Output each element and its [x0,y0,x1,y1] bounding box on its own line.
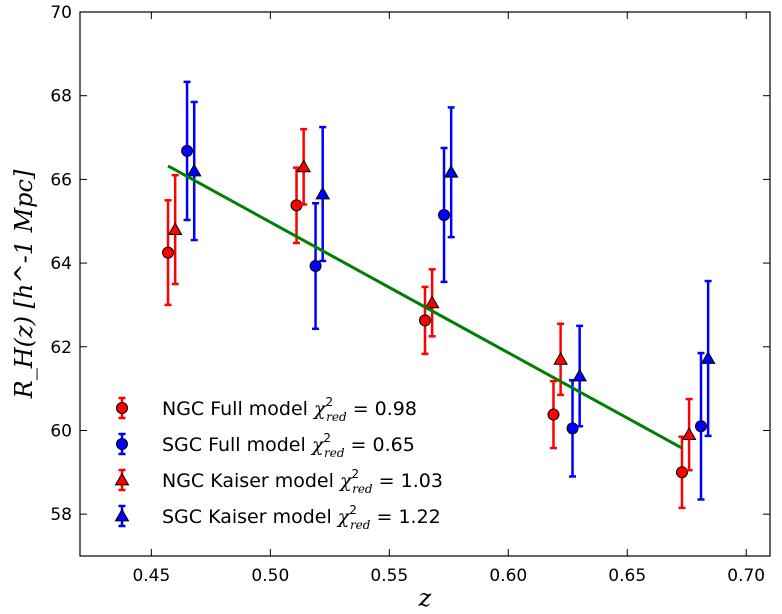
data-point [547,408,560,421]
legend-label: NGC Full model χ2 red = 0.98 [162,395,417,424]
data-point [553,351,568,365]
data-point [162,246,175,259]
legend-marker [116,402,128,414]
x-tick-label: 0.55 [370,566,408,586]
data-point [566,422,579,435]
data-point [700,350,716,364]
fit-line [167,164,683,450]
legend-label: SGC Kaiser model χ2 red = 1.22 [162,503,441,532]
axis-ticks: 0.45 0.50 0.55 0.60 0.65 0.70 58 60 62 64 66 68 70 [50,3,770,586]
data-point [181,144,194,157]
legend-label: SGC Full model χ2 red = 0.65 [162,431,415,460]
plot-frame [79,11,771,557]
x-axis-label: z [418,584,432,612]
legend-marker [114,472,130,486]
data-point [424,295,440,309]
x-tick-label: 0.45 [132,566,170,586]
data-point [296,159,312,173]
x-tick-label: 0.70 [727,566,765,586]
data-point [309,260,322,273]
legend-marker [114,508,130,522]
data-point [438,208,451,221]
data-point [681,427,697,441]
plot-marks [162,80,716,510]
data-point [443,164,459,178]
x-tick-label: 0.65 [608,566,646,586]
data-point [675,466,688,479]
series-2 [167,127,697,472]
y-tick-label: 60 [50,421,72,441]
series-3 [186,100,716,438]
data-point [186,163,202,177]
legend-label: NGC Kaiser model χ2 red = 1.03 [162,467,443,496]
y-tick-label: 68 [50,87,72,107]
series-1 [181,80,707,501]
y-tick-label: 62 [50,338,72,358]
y-axis-label: R_H(z) [h^-1 Mpc] [10,169,38,399]
data-point [572,368,588,382]
data-point [167,222,183,235]
y-tick-label: 64 [50,254,72,274]
y-tick-label: 70 [50,3,72,23]
legend-marker [116,438,128,450]
x-tick-label: 0.60 [489,566,527,586]
data-point [419,314,431,327]
series-0 [162,166,688,510]
legend: NGC Full model χ2 red = 0.98 SGC Full mode… [114,395,443,532]
x-tick-label: 0.50 [251,566,289,586]
data-point [315,186,331,200]
data-point [695,420,707,433]
y-tick-label: 58 [50,505,72,525]
y-tick-label: 66 [50,170,72,190]
